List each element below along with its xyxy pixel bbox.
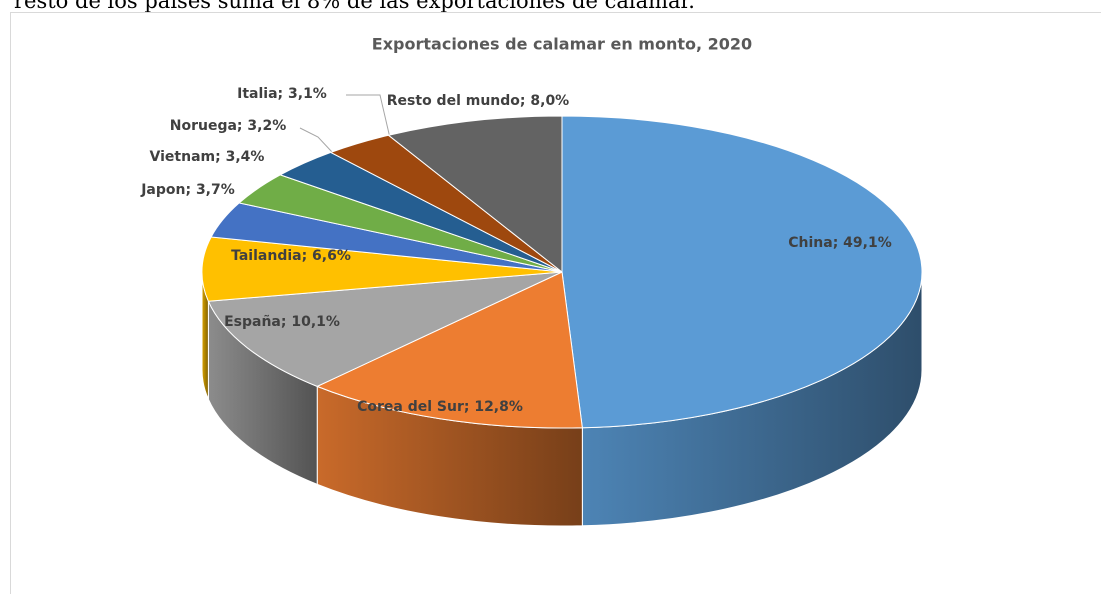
data-label: Resto del mundo; 8,0% [387, 93, 569, 109]
leader-line [346, 94, 391, 139]
body-text: resto de los países suma el 8% de las ex… [14, 0, 695, 13]
chart-border [10, 12, 1101, 594]
data-label: Vietnam; 3,4% [150, 149, 265, 165]
pie-slice [561, 115, 923, 429]
pie-slice [315, 271, 583, 429]
pie-slice [387, 115, 563, 274]
leader-line [299, 127, 333, 153]
data-label: Italia; 3,1% [237, 86, 327, 102]
data-label: Japon; 3,7% [140, 182, 235, 198]
chart-title: Exportaciones de calamar en monto, 2020 [372, 35, 752, 54]
data-label: China; 49,1% [788, 235, 892, 251]
pie-slice [207, 271, 563, 387]
data-label: Corea del Sur; 12,8% [357, 399, 523, 415]
data-label: Tailandia; 6,6% [231, 248, 351, 264]
data-label: Noruega; 3,2% [170, 118, 286, 134]
pie-slice [201, 236, 563, 302]
data-label: España; 10,1% [224, 314, 340, 330]
